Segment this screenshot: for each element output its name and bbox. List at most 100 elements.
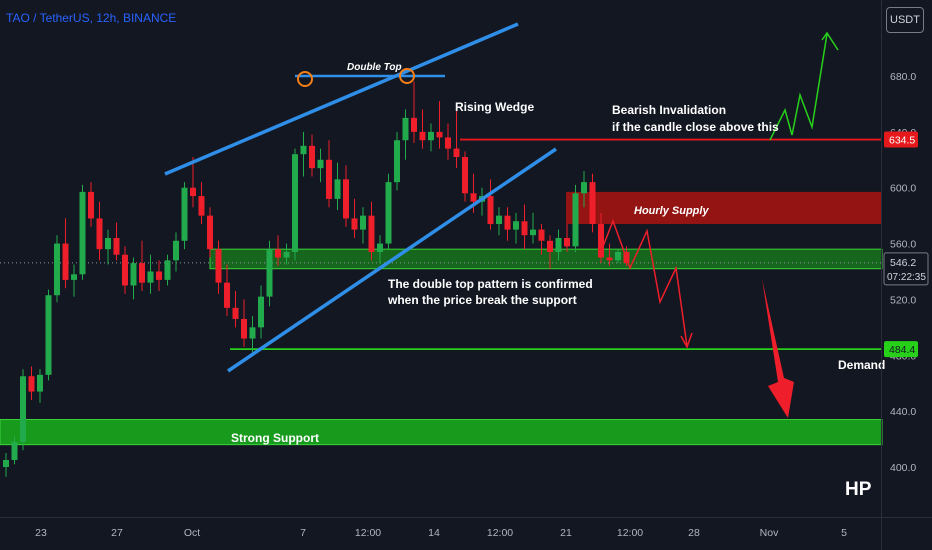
candle-body xyxy=(487,196,494,225)
price-axis-tick: 560.0 xyxy=(890,239,916,251)
candle-body xyxy=(190,187,196,197)
bullish-projection-path xyxy=(769,33,828,141)
candle-body xyxy=(538,229,545,241)
candle-body xyxy=(326,159,332,199)
current-price-value: 546.2 xyxy=(890,257,916,269)
strong-support-zone xyxy=(0,419,883,446)
double-top-confirm-label: when the price break the support xyxy=(387,293,577,307)
symbol-title[interactable]: TAO / TetherUS, 12h, BINANCE xyxy=(6,11,177,25)
candle-body xyxy=(564,237,570,247)
candle-body xyxy=(351,218,358,230)
price-tag-label: 634.5 xyxy=(889,135,915,147)
candle-body xyxy=(581,182,587,194)
candle-body xyxy=(164,260,171,280)
candle-body xyxy=(122,254,128,286)
price-tag xyxy=(884,341,918,358)
candle-body xyxy=(224,282,230,308)
candle-body xyxy=(462,156,468,194)
candle-body xyxy=(309,145,315,169)
candle-body xyxy=(147,271,154,283)
candle-body xyxy=(96,218,103,250)
candle-body xyxy=(419,131,426,141)
candle-body xyxy=(232,307,239,319)
candle-body xyxy=(504,215,511,230)
time-axis-tick: 12:00 xyxy=(487,527,513,539)
double-top-confirm-label: The double top pattern is confirmed xyxy=(388,277,593,291)
candle-body xyxy=(275,249,281,258)
author-watermark: HP xyxy=(845,479,872,500)
candle-body xyxy=(113,237,120,255)
candle-body xyxy=(88,191,94,219)
wedge-upper-trendline xyxy=(164,22,519,176)
hourly-supply-zone xyxy=(566,191,882,225)
strong-support-label: Strong Support xyxy=(231,431,319,445)
candle-body xyxy=(20,376,26,442)
candle-body xyxy=(521,221,528,236)
candle-body xyxy=(300,145,307,155)
time-axis-separator xyxy=(0,517,932,518)
candle-body xyxy=(62,243,69,280)
time-axis-tick: Oct xyxy=(184,527,200,539)
candle-body xyxy=(173,240,179,261)
bearish-projection-path xyxy=(599,218,688,347)
candle-body xyxy=(572,193,579,247)
candle-body xyxy=(470,193,477,202)
candle-body xyxy=(385,182,392,244)
wedge-lower-trendline xyxy=(227,147,557,373)
price-axis-tick: 600.0 xyxy=(890,183,916,195)
candle-body xyxy=(428,131,434,141)
double-top-peak-marker xyxy=(297,71,313,87)
time-axis-tick: 28 xyxy=(688,527,700,539)
candle-body xyxy=(513,221,519,230)
candle-body xyxy=(360,215,366,230)
candle-body xyxy=(530,229,536,236)
bullish-projection-arrowhead xyxy=(821,31,839,51)
candle-body xyxy=(411,117,417,132)
candle-body xyxy=(606,257,613,261)
candle-body xyxy=(402,117,409,141)
candle-body xyxy=(198,196,205,216)
time-axis-tick: Nov xyxy=(760,527,779,539)
candle-body xyxy=(71,274,77,280)
candle-body xyxy=(283,251,290,258)
candle-body xyxy=(130,263,137,286)
time-axis-tick: 23 xyxy=(35,527,47,539)
candle-body xyxy=(105,237,111,250)
price-axis-tick: 440.0 xyxy=(890,406,916,418)
candle-body xyxy=(589,182,596,225)
candle-body xyxy=(394,140,400,183)
candle-body xyxy=(249,327,256,339)
price-axis-tick: 400.0 xyxy=(890,462,916,474)
candle-body xyxy=(334,179,341,199)
price-axis-tick: 520.0 xyxy=(890,294,916,306)
candle-body xyxy=(181,187,188,241)
rising-wedge-label: Rising Wedge xyxy=(455,100,534,114)
time-axis-tick: 5 xyxy=(841,527,847,539)
hourly-supply-label: Hourly Supply xyxy=(634,205,709,217)
candle-body xyxy=(317,159,324,169)
candle-body xyxy=(377,243,383,252)
currency-button[interactable]: USDT xyxy=(886,7,924,33)
price-countdown: 07:22:35 xyxy=(887,272,926,283)
time-axis-tick: 14 xyxy=(428,527,440,539)
candle-body xyxy=(241,318,247,339)
candle-body xyxy=(258,296,264,328)
candle-body xyxy=(45,295,52,375)
candle-body xyxy=(207,215,213,250)
double-top-peak-marker xyxy=(399,68,415,84)
time-axis-tick: 12:00 xyxy=(617,527,643,539)
candle-body xyxy=(215,249,222,283)
candle-body xyxy=(598,224,604,258)
double-top-label: Double Top xyxy=(347,62,402,73)
candle-body xyxy=(79,191,86,275)
price-tag-label: 484.4 xyxy=(889,344,915,356)
support-zone xyxy=(209,248,883,270)
candle-body xyxy=(547,240,553,252)
time-axis-tick: 27 xyxy=(111,527,123,539)
price-axis-separator xyxy=(881,0,882,550)
candle-body xyxy=(555,237,562,252)
current-price-tag xyxy=(883,252,929,286)
bearish-target-arrow xyxy=(762,279,794,418)
demand-label: Demand xyxy=(838,358,885,372)
